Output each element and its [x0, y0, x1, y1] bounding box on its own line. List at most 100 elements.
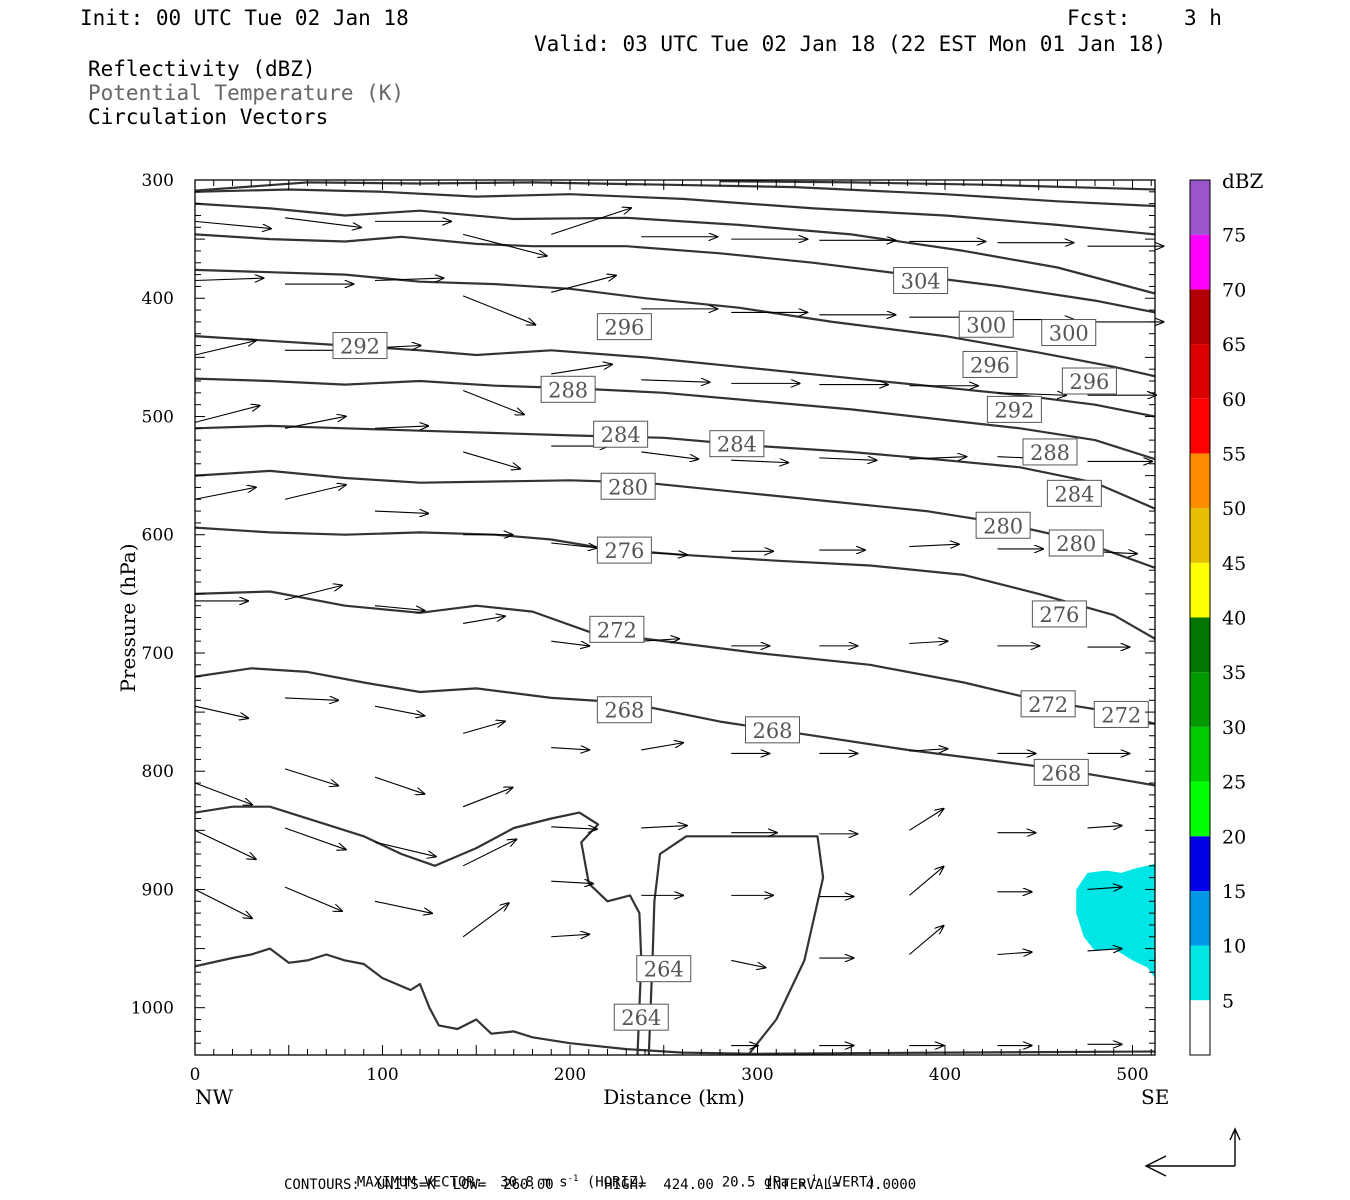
theta-label-box — [1061, 367, 1117, 395]
theta-label: 280 — [608, 475, 648, 499]
theta-label: 276 — [604, 539, 644, 563]
colorbar-label: 10 — [1222, 936, 1246, 958]
colorbar-label: 75 — [1222, 225, 1246, 247]
theta-label: 268 — [1041, 761, 1081, 785]
theta-label-box — [1046, 479, 1102, 507]
theta-contour-line — [647, 835, 825, 1055]
y-axis-title: Pressure (hPa) — [116, 544, 140, 693]
colorbar-title: dBZ — [1222, 169, 1264, 193]
circulation-vector — [462, 233, 547, 256]
x-tick-label: 400 — [929, 1065, 961, 1085]
colorbar-segment — [1190, 726, 1210, 782]
colorbar-label: 20 — [1222, 826, 1246, 848]
colorbar-label: 45 — [1222, 553, 1246, 575]
circulation-vector — [997, 393, 1066, 395]
theta-label-box — [1031, 600, 1087, 628]
theta-contour-line — [195, 233, 1155, 314]
max-vector-horiz: 30.8 m s — [500, 1174, 568, 1191]
theta-contour-line — [719, 180, 1155, 191]
theta-contour-line — [195, 188, 1155, 236]
circulation-vector — [194, 888, 252, 918]
circulation-vector — [462, 295, 535, 325]
circulation-vector — [909, 544, 958, 546]
circulation-vector — [1087, 949, 1122, 951]
theta-contour-line — [195, 202, 1155, 295]
y-tick-label: 700 — [142, 644, 174, 664]
circulation-vector — [194, 705, 248, 718]
field-circulation-vectors: Circulation Vectors — [88, 105, 329, 129]
circulation-vector — [641, 743, 683, 751]
theta-contour-line — [195, 268, 1155, 378]
colorbar-label: 35 — [1222, 662, 1246, 684]
circulation-vector — [194, 487, 256, 500]
dbz-colorbar: 5 10 15 20 25 30 35 40 45 50 55 60 65 70 75 — [1189, 179, 1246, 1056]
theta-label-box — [596, 696, 652, 724]
y-tick-label: 300 — [142, 171, 174, 191]
theta-label: 280 — [983, 514, 1023, 538]
circulation-vector — [284, 698, 338, 700]
x-axis-title: Distance (km) — [603, 1085, 745, 1109]
theta-label: 272 — [597, 618, 637, 642]
endpoint-se: SE — [1141, 1085, 1169, 1109]
colorbar-label: 30 — [1222, 717, 1246, 739]
x-tick-label: 300 — [741, 1065, 773, 1085]
horiz-exponent: -1 — [567, 1174, 579, 1184]
circulation-vector — [194, 782, 252, 805]
colorbar-label: 40 — [1222, 608, 1246, 630]
circulation-vector — [1087, 887, 1122, 889]
colorbar-segment — [1190, 289, 1210, 345]
theta-contour-line — [195, 590, 1155, 725]
circulation-vector — [641, 639, 679, 641]
colorbar-segment — [1190, 344, 1210, 399]
theta-label: 300 — [966, 313, 1006, 337]
circulation-vector — [284, 217, 361, 228]
colorbar-segment — [1190, 836, 1210, 891]
theta-label-box — [600, 472, 656, 500]
init-time: Init: 00 UTC Tue 02 Jan 18 — [80, 6, 409, 30]
theta-label: 296 — [1069, 370, 1109, 394]
theta-label: 284 — [601, 423, 641, 447]
theta-label-box — [1041, 319, 1097, 347]
theta-label: 264 — [621, 1006, 661, 1030]
theta-label-box — [1020, 690, 1076, 718]
forecast-hour: 3 h — [1184, 6, 1222, 30]
theta-contour-line — [195, 424, 1155, 510]
colorbar-label: 25 — [1222, 772, 1246, 794]
endpoint-nw: NW — [195, 1085, 234, 1109]
circulation-vector — [462, 389, 524, 414]
circulation-vector — [641, 380, 709, 382]
theta-label: 288 — [1030, 441, 1070, 465]
theta-label-box — [1093, 700, 1149, 728]
circulation-vector — [194, 341, 256, 356]
theta-label-box — [975, 511, 1031, 539]
circulation-vector — [909, 749, 947, 751]
theta-label: 292 — [340, 335, 380, 359]
max-vector-label: MAXIMUM VECTOR: — [356, 1174, 484, 1191]
theta-label-box — [709, 430, 765, 458]
max-vector-line: MAXIMUM VECTOR: 30.8 m s-1 (HORIZ) 20.5 … — [340, 1158, 876, 1191]
colorbar-segment — [1190, 617, 1210, 673]
circulation-vector — [641, 826, 687, 828]
circulation-vector — [374, 776, 424, 794]
forecast-label: Fcst: — [1067, 6, 1131, 30]
theta-contour-line — [195, 667, 1155, 787]
circulation-vector — [551, 208, 631, 235]
colorbar-segment — [1190, 234, 1210, 290]
colorbar-label: 55 — [1222, 443, 1246, 465]
colorbar-segment — [1190, 945, 1210, 1001]
colorbar-segment — [1190, 1000, 1210, 1055]
max-vector-vert-unit: (VERT) — [825, 1174, 876, 1191]
reflectivity-layer — [1076, 863, 1155, 979]
circulation-vector — [551, 881, 593, 883]
theta-label: 284 — [1054, 482, 1094, 506]
theta-label: 272 — [1101, 703, 1141, 727]
colorbar-label: 70 — [1222, 279, 1246, 301]
x-tick-label: 500 — [1116, 1065, 1148, 1085]
circulation-vector — [551, 364, 612, 375]
theta-contour-line — [195, 805, 643, 1055]
circulation-vector — [194, 406, 260, 423]
circulation-vector — [641, 451, 698, 459]
colorbar-frame — [1189, 179, 1211, 1056]
circulation-vector — [819, 458, 876, 460]
circulation-vector — [909, 641, 947, 643]
